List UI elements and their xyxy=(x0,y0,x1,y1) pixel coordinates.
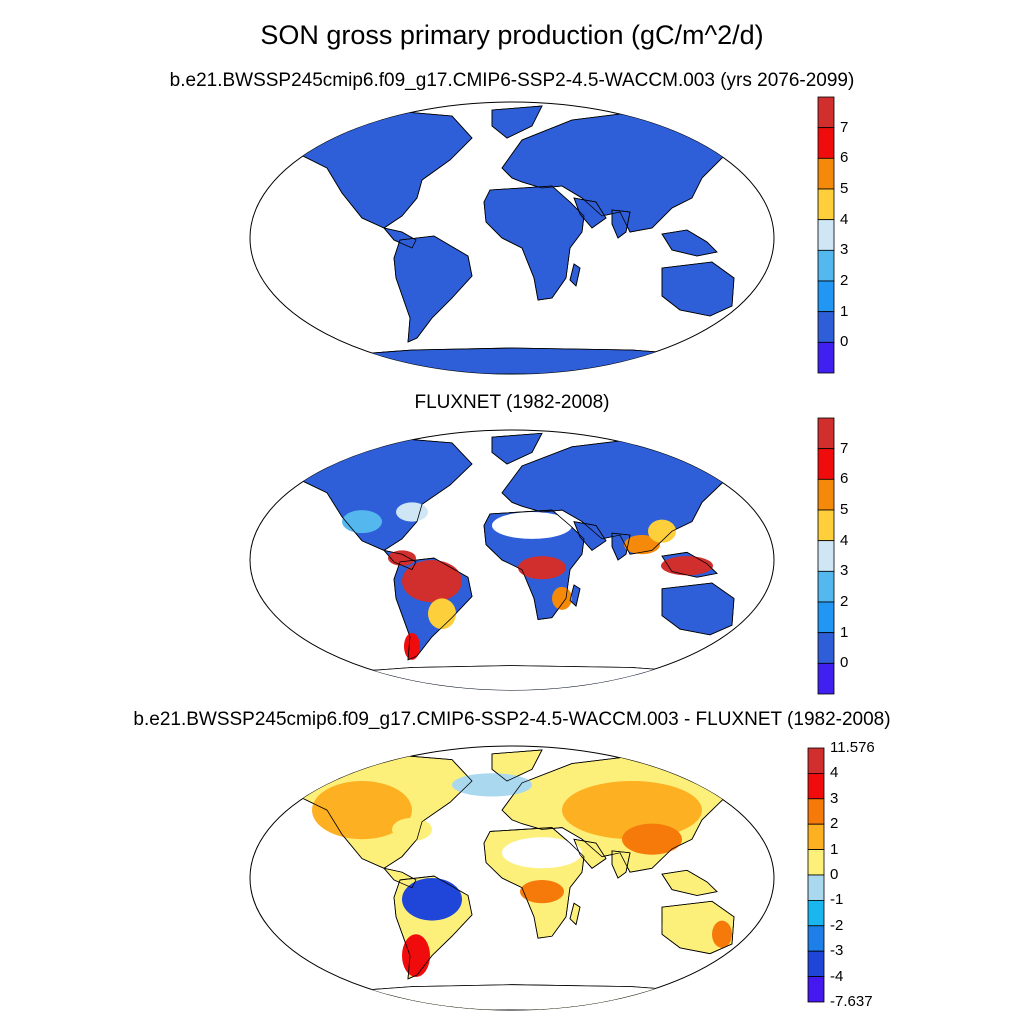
colorbar-label: -4 xyxy=(830,967,844,985)
colorbar-label: 3 xyxy=(830,789,839,807)
colorbar-box xyxy=(807,874,825,901)
colorbar-box xyxy=(817,540,835,572)
colorbar-box xyxy=(817,249,835,282)
colorbar-box xyxy=(817,280,835,313)
colorbar-box xyxy=(817,157,835,190)
colorbar-label: 2 xyxy=(840,593,849,610)
colorbar-label: 3 xyxy=(840,241,849,259)
colorbar-label: 0 xyxy=(830,866,839,883)
colorbar-label: 4 xyxy=(840,210,849,228)
colorbar-label: 0 xyxy=(840,654,849,672)
colorbar-label: -2 xyxy=(830,916,844,934)
colorbar-box xyxy=(817,632,835,664)
colorbar-box xyxy=(817,311,835,343)
panel-obs-subtitle: FLUXNET (1982-2008) xyxy=(414,392,610,413)
colorbar-label: -7.637 xyxy=(830,993,873,1010)
colorbar-box xyxy=(817,478,835,511)
colorbar-label: 2 xyxy=(840,272,849,289)
colorbar-box xyxy=(817,570,835,603)
colorbar-box xyxy=(807,798,825,825)
colorbar-box xyxy=(817,219,835,251)
panel-diff-subtitle: b.e21.BWSSP245cmip6.f09_g17.CMIP6-SSP2-4… xyxy=(133,709,891,730)
colorbar-box xyxy=(807,925,825,952)
colorbar-model xyxy=(817,96,835,374)
colorbar-label: 7 xyxy=(840,439,849,457)
figure-title: SON gross primary production (gC/m^2/d) xyxy=(260,20,764,50)
colorbar-label: 11.576 xyxy=(830,739,875,756)
panel-obs-map xyxy=(249,429,775,691)
colorbar-box xyxy=(817,127,835,159)
colorbar-diff xyxy=(807,747,825,1003)
colorbar-label: 5 xyxy=(840,180,849,197)
colorbar-obs xyxy=(817,417,835,695)
colorbar-label: 1 xyxy=(830,840,839,858)
colorbar-box xyxy=(817,96,835,129)
colorbar-label: 6 xyxy=(840,149,849,167)
colorbar-label: 1 xyxy=(840,302,849,320)
colorbar-box xyxy=(807,950,825,978)
colorbar-box xyxy=(817,601,835,634)
panel-diff-map xyxy=(249,745,775,1011)
colorbar-box xyxy=(817,662,835,695)
colorbar-label: 2 xyxy=(830,815,839,833)
colorbar-label: 3 xyxy=(840,562,849,580)
colorbar-label: 6 xyxy=(840,470,849,488)
colorbar-label: 4 xyxy=(840,531,849,549)
colorbar-box xyxy=(817,341,835,374)
panel-model-subtitle: b.e21.BWSSP245cmip6.f09_g17.CMIP6-SSP2-4… xyxy=(169,70,855,91)
colorbar-box xyxy=(807,773,825,800)
colorbar-label: -3 xyxy=(830,942,844,960)
colorbar-box xyxy=(817,448,835,480)
colorbar-label: 0 xyxy=(840,333,849,351)
colorbar-box xyxy=(817,188,835,221)
colorbar-box xyxy=(807,976,825,1003)
colorbar-box xyxy=(807,849,825,876)
colorbar-box xyxy=(807,900,825,927)
colorbar-label: 5 xyxy=(840,501,849,518)
colorbar-label: -1 xyxy=(830,891,844,909)
colorbar-label: 7 xyxy=(840,118,849,136)
panel-model-map xyxy=(249,101,775,375)
colorbar-box xyxy=(807,823,825,851)
colorbar-box xyxy=(807,747,825,774)
colorbar-box xyxy=(817,417,835,450)
colorbar-box xyxy=(817,509,835,542)
colorbar-label: 1 xyxy=(840,623,849,641)
colorbar-label: 4 xyxy=(830,764,839,782)
